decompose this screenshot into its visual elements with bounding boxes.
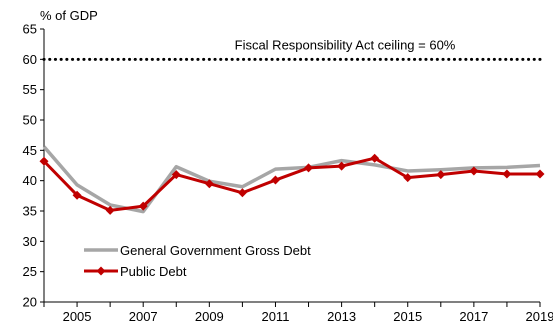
legend-item: Public Debt	[84, 264, 187, 279]
x-tick-label: 2005	[63, 309, 92, 324]
x-tick-label: 2007	[129, 309, 158, 324]
legend-item: General Government Gross Debt	[84, 243, 311, 258]
legend-label: Public Debt	[120, 264, 187, 279]
data-point	[138, 201, 148, 211]
x-axis: 2005 2007 2009 2011 2013 2015 2017 2019	[43, 301, 553, 324]
ceiling-reference-label: Fiscal Responsibility Act ceiling = 60%	[235, 37, 456, 52]
y-tick-label: 45	[23, 143, 37, 158]
data-point	[39, 156, 49, 166]
y-tick-label: 20	[23, 295, 37, 310]
data-point	[469, 166, 479, 176]
data-point	[535, 169, 545, 179]
y-tick-label: 60	[23, 52, 37, 67]
reference-line-group: Fiscal Responsibility Act ceiling = 60%	[42, 37, 542, 61]
series-line	[42, 156, 540, 212]
y-tick-label: 25	[23, 264, 37, 279]
data-point	[370, 153, 380, 163]
data-point	[171, 170, 181, 180]
data-point	[337, 161, 347, 171]
series-group	[39, 145, 545, 215]
data-point	[304, 163, 314, 173]
legend-marker	[96, 266, 106, 276]
y-tick-label: 30	[23, 234, 37, 249]
data-point	[105, 205, 115, 215]
y-tick-label: 35	[23, 204, 37, 219]
y-tick-label: 40	[23, 173, 37, 188]
x-tick-label: 2017	[459, 309, 488, 324]
data-point	[72, 190, 82, 200]
x-tick-label: 2009	[195, 309, 224, 324]
y-tick-label: 55	[23, 82, 37, 97]
series-line	[42, 145, 541, 214]
x-tick-label: 2013	[327, 309, 356, 324]
data-point	[237, 188, 247, 198]
y-axis: 20 25 30 35 40 45 50 55 60 65	[23, 22, 45, 310]
data-point	[204, 179, 214, 189]
data-point	[270, 175, 280, 185]
x-tick-label: 2011	[261, 309, 289, 324]
data-point	[436, 170, 446, 180]
y-tick-label: 50	[23, 113, 37, 128]
legend-label: General Government Gross Debt	[120, 243, 311, 258]
y-unit-label: % of GDP	[40, 8, 98, 23]
x-tick-label: 2015	[393, 309, 422, 324]
series-public-debt	[39, 153, 545, 215]
legend: General Government Gross Debt Public Debt	[84, 243, 311, 279]
data-point	[502, 169, 512, 179]
y-tick-label: 65	[23, 22, 37, 37]
series-general-government-gross-debt	[42, 145, 541, 214]
data-point	[403, 173, 413, 183]
x-tick-label: 2019	[526, 309, 553, 324]
